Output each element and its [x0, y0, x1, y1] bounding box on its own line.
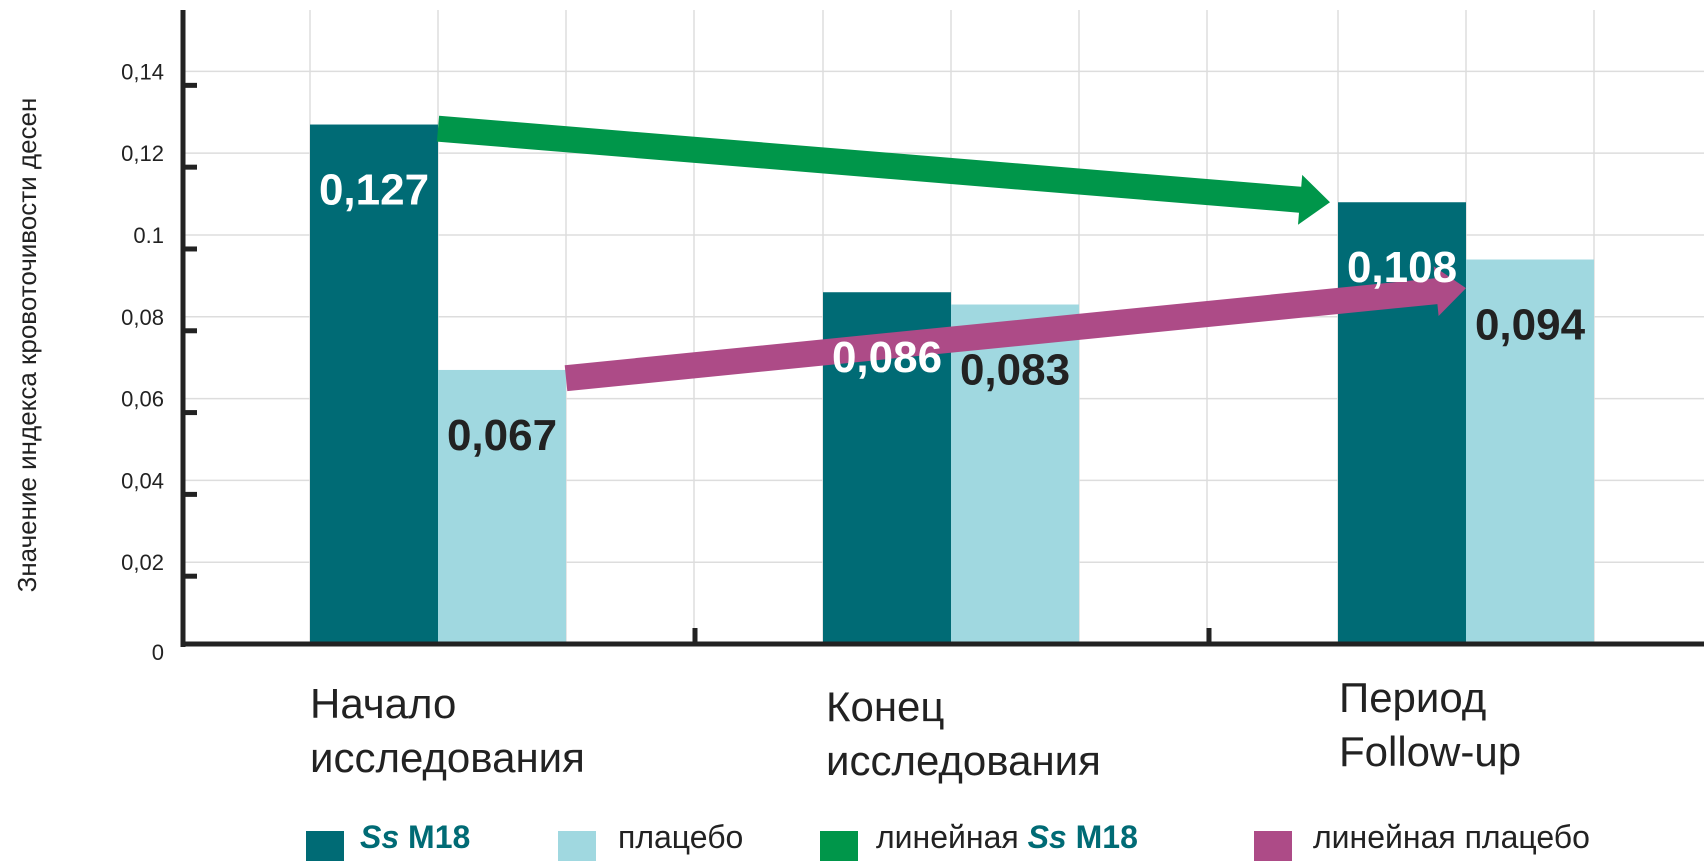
trend-arrows	[436, 115, 1466, 392]
legend-label-linear-prefix: линейная	[876, 819, 1028, 855]
legend-label-ss-m18-em: Ss	[360, 819, 399, 855]
x-category-label-2-line2: Follow-up	[1339, 728, 1521, 775]
legend-label-linear-em: Ss	[1028, 819, 1067, 855]
legend-label-linear-rest: M18	[1067, 819, 1138, 855]
data-label-s0-c2: 0,108	[1347, 243, 1457, 292]
trend-arrow-0	[436, 115, 1330, 225]
y-tick-label-5: 0.1	[133, 223, 164, 248]
y-tick-label-1: 0,02	[121, 550, 164, 575]
trend-arrow-1	[564, 266, 1466, 392]
data-label-s1-c1: 0,083	[960, 346, 1070, 395]
data-label-s0-c1: 0,086	[832, 333, 942, 382]
data-label-s1-c2: 0,094	[1475, 301, 1586, 350]
y-tick-label-2: 0,04	[121, 468, 164, 493]
legend-swatch-placebo	[558, 831, 596, 861]
y-tick-label-6: 0,12	[121, 141, 164, 166]
x-category-label-1-line1: Конец	[826, 683, 944, 730]
legend-label-placebo: плацебо	[618, 819, 743, 855]
legend-swatch-ss-m18	[306, 831, 344, 861]
bar-s1-c0	[438, 369, 566, 644]
legend: Ss M18 плацебо линейная Ss M18 линейная пла…	[306, 819, 1590, 861]
y-tick-label-4: 0,08	[121, 305, 164, 330]
bar-s0-c0	[310, 124, 438, 644]
legend-label-linear-ss-m18: линейная Ss M18	[876, 819, 1138, 855]
y-axis-label: Значение индекса кровоточивости десен	[12, 98, 42, 593]
data-labels: 0,127 0,086 0,108 0,067 0,083 0,094	[319, 166, 1586, 460]
legend-label-linear-placebo: линейная плацебо	[1313, 819, 1590, 855]
y-tick-labels: 0 0,02 0,04 0,06 0,08 0.1 0,12 0,14	[121, 59, 164, 665]
x-category-label-2-line1: Период	[1339, 674, 1486, 721]
legend-label-ss-m18: Ss M18	[360, 819, 470, 855]
x-category-label-1-line2: исследования	[826, 737, 1101, 784]
x-category-label-0-line1: Начало	[310, 680, 456, 727]
y-tick-label-0: 0	[152, 640, 164, 665]
bar-s1-c2	[1466, 259, 1594, 644]
data-label-s0-c0: 0,127	[319, 166, 429, 215]
legend-label-ss-m18-rest: M18	[399, 819, 470, 855]
bars	[310, 124, 1594, 644]
y-tick-label-3: 0,06	[121, 387, 164, 412]
legend-swatch-linear-placebo	[1254, 831, 1292, 861]
legend-swatch-linear-ss-m18	[820, 831, 858, 861]
axes	[180, 10, 1704, 647]
y-tick-label-7: 0,14	[121, 59, 164, 84]
x-category-labels: Начало исследования Конец исследования Перио…	[310, 674, 1521, 784]
bar-s1-c1	[951, 304, 1079, 644]
x-category-label-0-line2: исследования	[310, 734, 585, 781]
data-label-s1-c0: 0,067	[447, 411, 557, 460]
